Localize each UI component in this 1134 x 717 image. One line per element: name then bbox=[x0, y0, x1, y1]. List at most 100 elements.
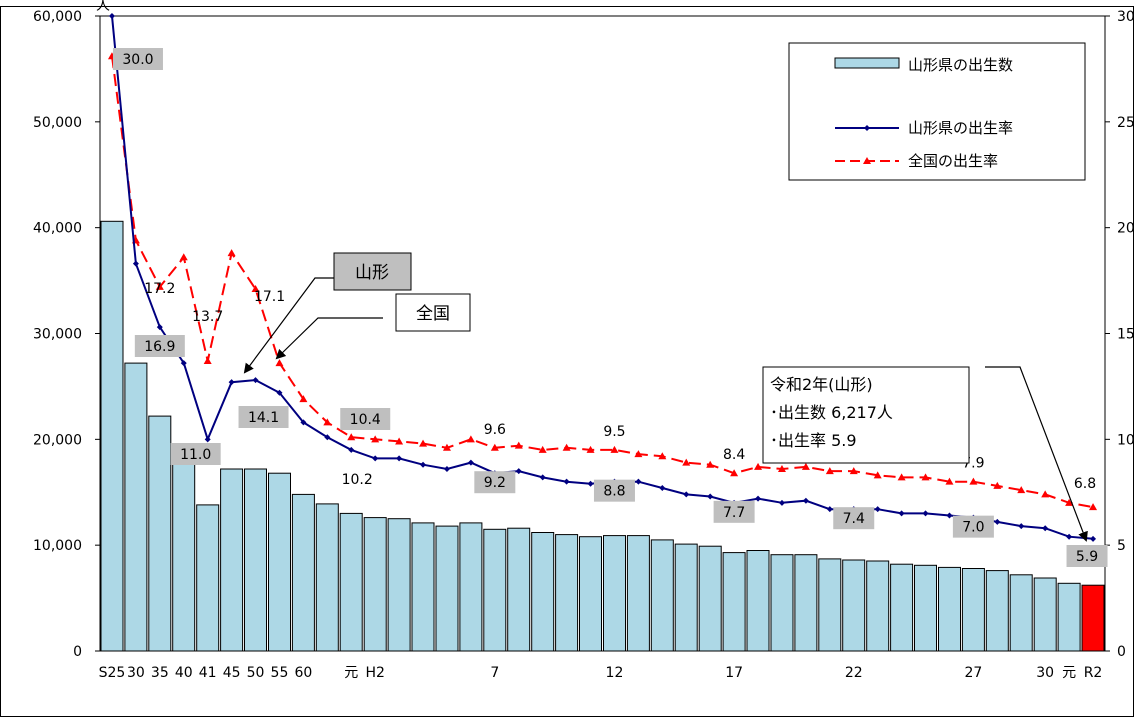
value-label-yamagata: 7.0 bbox=[962, 520, 984, 536]
value-label-box-yamagata bbox=[112, 48, 163, 70]
x-tick-label: 元 bbox=[1062, 665, 1076, 681]
point-national bbox=[466, 435, 475, 443]
bar-births bbox=[555, 534, 579, 652]
x-tick-label: S25 bbox=[99, 665, 126, 681]
bar-births bbox=[363, 517, 387, 652]
bar-births bbox=[698, 545, 722, 652]
point-yamagata bbox=[156, 324, 163, 331]
point-national bbox=[179, 253, 188, 261]
value-label-yamagata: 5.9 bbox=[1076, 549, 1098, 565]
point-national bbox=[227, 249, 236, 257]
legend-label-national: 全国の出生率 bbox=[908, 152, 998, 170]
x-tick-label: 27 bbox=[964, 665, 982, 681]
left-tick-label: 40,000 bbox=[33, 221, 82, 237]
bar-births bbox=[148, 415, 172, 652]
bar-births bbox=[531, 532, 555, 652]
point-national bbox=[897, 473, 906, 481]
point-yamagata bbox=[946, 512, 953, 519]
point-national bbox=[825, 467, 834, 475]
left-tick-label: 10,000 bbox=[33, 538, 82, 554]
point-national bbox=[562, 443, 571, 451]
point-yamagata bbox=[826, 506, 833, 513]
value-label-national: 8.4 bbox=[723, 447, 745, 463]
value-label-yamagata: 7.7 bbox=[723, 505, 745, 521]
value-label-box-yamagata bbox=[170, 443, 221, 465]
point-national bbox=[969, 477, 978, 485]
point-national bbox=[1065, 498, 1074, 506]
value-label-national: 10.2 bbox=[342, 472, 373, 488]
value-label-national: 17.1 bbox=[254, 289, 285, 305]
bar-births bbox=[985, 570, 1009, 652]
left-tick-label: 60,000 bbox=[33, 9, 82, 25]
value-label-national: 9.5 bbox=[603, 424, 625, 440]
legend-label-yamagata: 山形県の出生率 bbox=[908, 119, 1013, 137]
bar-births bbox=[770, 554, 794, 652]
arrow-note bbox=[985, 366, 1088, 542]
x-tick-label: 50 bbox=[247, 665, 265, 681]
x-tick-label: 12 bbox=[606, 665, 624, 681]
point-national bbox=[490, 443, 499, 451]
point-national bbox=[395, 437, 404, 445]
point-national bbox=[777, 464, 786, 472]
point-yamagata bbox=[348, 446, 355, 453]
point-yamagata bbox=[1018, 523, 1025, 530]
point-yamagata bbox=[300, 419, 307, 426]
legend-label-births: 山形県の出生数 bbox=[908, 56, 1013, 74]
note-box bbox=[762, 366, 970, 464]
arrow-yamagata bbox=[243, 277, 334, 374]
point-yamagata bbox=[1090, 535, 1097, 542]
bar-births bbox=[411, 522, 435, 652]
point-national bbox=[873, 471, 882, 479]
value-label-national: 9.6 bbox=[484, 422, 506, 438]
point-yamagata bbox=[922, 510, 929, 517]
legend-marker-yamagata bbox=[864, 125, 870, 131]
point-national bbox=[1089, 503, 1098, 511]
point-yamagata bbox=[228, 379, 235, 386]
bar-series-births bbox=[100, 220, 1105, 652]
value-label-box-yamagata bbox=[593, 479, 635, 502]
value-label-yamagata: 16.9 bbox=[144, 339, 175, 355]
right-tick-label: 20 bbox=[1117, 221, 1134, 237]
bar-births bbox=[961, 568, 985, 652]
x-tick-label: 55 bbox=[271, 665, 289, 681]
right-tick-label: 30 bbox=[1117, 9, 1134, 25]
value-label-yamagata: 30.0 bbox=[122, 52, 153, 68]
point-yamagata bbox=[755, 495, 762, 502]
bar-births bbox=[1009, 574, 1033, 652]
point-yamagata bbox=[802, 497, 809, 504]
point-national bbox=[323, 418, 332, 426]
value-label-box-yamagata bbox=[833, 507, 875, 530]
point-national bbox=[682, 458, 691, 466]
point-yamagata bbox=[898, 510, 905, 517]
point-yamagata bbox=[515, 468, 522, 475]
bar-births bbox=[938, 566, 961, 652]
bar-births bbox=[842, 559, 866, 652]
point-national bbox=[419, 439, 428, 447]
legend-marker-national bbox=[863, 157, 871, 164]
right-tick-label: 5 bbox=[1117, 538, 1126, 554]
point-yamagata bbox=[420, 461, 427, 468]
point-national bbox=[801, 462, 810, 470]
point-national bbox=[730, 469, 739, 477]
right-tick-label: 25 bbox=[1117, 115, 1134, 131]
point-yamagata bbox=[587, 480, 594, 487]
value-label-box-yamagata bbox=[340, 408, 391, 430]
left-tick-label: 30,000 bbox=[33, 327, 82, 343]
point-yamagata bbox=[563, 478, 570, 485]
point-yamagata bbox=[467, 459, 474, 466]
right-tick-label: 10 bbox=[1117, 432, 1134, 448]
bar-births bbox=[866, 560, 890, 652]
x-tick-label: H2 bbox=[365, 665, 384, 681]
bar-births bbox=[579, 536, 602, 652]
value-label-yamagata: 10.4 bbox=[350, 412, 381, 428]
point-national bbox=[347, 433, 356, 441]
point-national bbox=[371, 435, 380, 443]
bar-births bbox=[100, 220, 124, 652]
x-tick-label: 元 bbox=[344, 665, 358, 681]
value-label-yamagata: 7.4 bbox=[843, 511, 865, 527]
point-national bbox=[658, 452, 667, 460]
point-yamagata bbox=[539, 474, 546, 481]
value-label-yamagata: 11.0 bbox=[180, 447, 211, 463]
point-national bbox=[1017, 486, 1026, 494]
